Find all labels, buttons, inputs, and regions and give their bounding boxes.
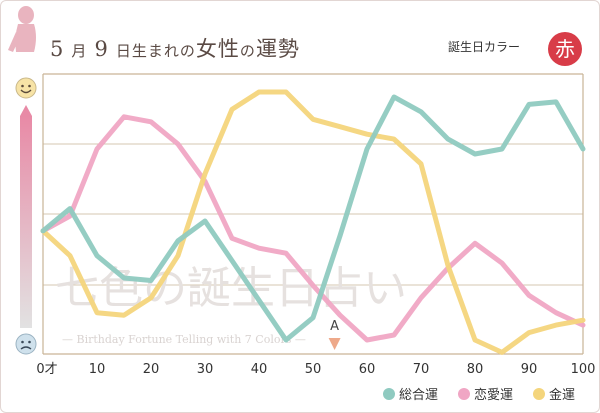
- series-line-love: [40, 114, 586, 343]
- legend: 総合運 恋愛運 金運: [383, 384, 575, 403]
- page-title: 5 月 9 日生まれの女性の運勢: [50, 33, 300, 63]
- fortune-scale: [15, 77, 37, 355]
- x-tick-label: 90: [521, 362, 538, 377]
- watermark-main: 七色の誕生日占い: [55, 263, 407, 314]
- x-tick-label: 80: [467, 362, 484, 377]
- watermark: 七色の誕生日占い — Birthday Fortune Telling with…: [55, 263, 407, 346]
- worried-face-icon: [15, 333, 37, 355]
- legend-label-overall: 総合運: [399, 388, 439, 403]
- x-tick-label: 10: [89, 362, 106, 377]
- watermark-sub: — Birthday Fortune Telling with 7 Colors…: [62, 333, 306, 346]
- x-tick-label: 70: [413, 362, 430, 377]
- woman-silhouette-icon: [8, 6, 37, 52]
- legend-dot-love: [458, 387, 471, 400]
- series-lines: [40, 89, 586, 355]
- x-tick-label: 40: [251, 362, 268, 377]
- title-month: 5: [50, 37, 65, 61]
- arrow-up-icon: [20, 105, 32, 116]
- legend-label-love: 恋愛運: [474, 388, 514, 403]
- annotation-label: A: [330, 319, 339, 334]
- legend-item-overall: 総合運: [383, 384, 438, 403]
- series-line-money: [40, 89, 586, 355]
- x-axis-ticks: 0才 10 20 30 40 50 60 70 80 90 100: [36, 362, 595, 377]
- x-tick-label: 20: [143, 362, 160, 377]
- x-tick-label: 60: [359, 362, 376, 377]
- legend-dot-money: [533, 387, 546, 400]
- header: 5 月 9 日生まれの女性の運勢 誕生日カラー 赤: [0, 0, 600, 66]
- smiley-face-icon: [15, 77, 37, 99]
- legend-label-money: 金運: [549, 388, 576, 403]
- title-month-unit: 月: [71, 42, 88, 60]
- x-tick-label: 100: [571, 362, 596, 377]
- birth-color-badge: 赤: [548, 32, 582, 66]
- legend-item-love: 恋愛運: [458, 384, 513, 403]
- title-no: の: [239, 42, 256, 60]
- title-fortune: 運勢: [255, 37, 300, 61]
- series-line-overall: [40, 94, 586, 343]
- legend-dot-overall: [383, 387, 395, 400]
- x-tick-label: 0才: [36, 362, 57, 377]
- x-tick-label: 30: [197, 362, 214, 377]
- title-women: 女性: [195, 37, 240, 61]
- annotation: A: [328, 319, 341, 350]
- x-tick-label: 50: [305, 362, 322, 377]
- title-day: 9: [94, 37, 109, 61]
- fortune-gradient-bar: [20, 116, 32, 328]
- title-rest: 日生まれの: [115, 42, 196, 60]
- triangle-down-icon: [328, 338, 341, 350]
- birth-color-label: 誕生日カラー: [448, 40, 521, 54]
- legend-item-money: 金運: [533, 384, 575, 403]
